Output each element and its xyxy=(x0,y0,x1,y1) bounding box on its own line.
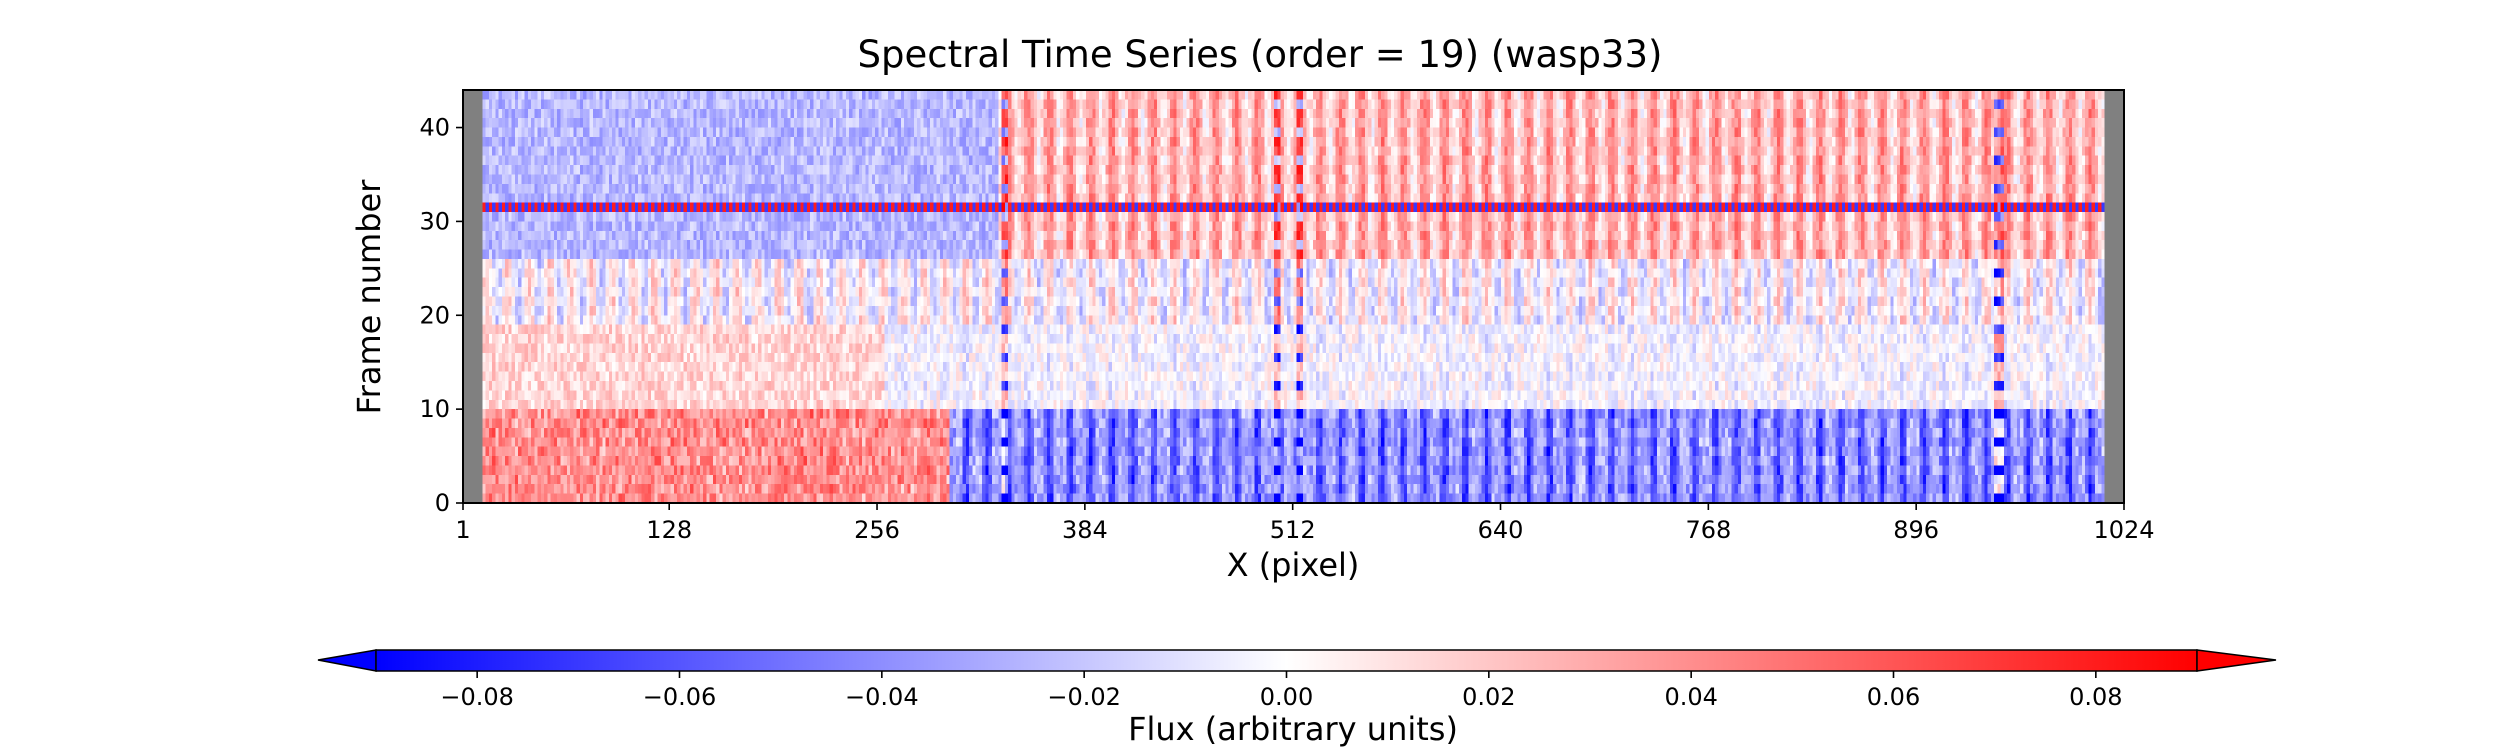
colorbar-tick-label: 0.04 xyxy=(1664,683,1717,711)
x-tick-label: 640 xyxy=(1478,516,1524,544)
colorbar-tick-label: 0.08 xyxy=(2069,683,2122,711)
colorbar-tick-label: −0.08 xyxy=(440,683,514,711)
x-tick-label: 256 xyxy=(854,516,900,544)
y-tick-label: 20 xyxy=(419,301,450,329)
plot-frame xyxy=(462,89,2125,504)
y-tick-label: 30 xyxy=(419,207,450,235)
plot-area xyxy=(462,89,2125,504)
heatmap-image xyxy=(463,90,2124,503)
colorbar-tick-label: −0.06 xyxy=(643,683,717,711)
x-tick-label: 1 xyxy=(455,516,470,544)
colorbar-extend-high xyxy=(2196,649,2277,672)
colorbar-tick-label: 0.02 xyxy=(1462,683,1515,711)
x-tick-label: 384 xyxy=(1062,516,1108,544)
y-axis-label: Frame number xyxy=(350,179,388,415)
colorbar-tick-label: 0.06 xyxy=(1867,683,1920,711)
x-axis-label: X (pixel) xyxy=(1227,546,1360,584)
colorbar-tick-label: −0.02 xyxy=(1047,683,1121,711)
x-tick-label: 1024 xyxy=(2093,516,2154,544)
y-tick-label: 40 xyxy=(419,114,450,142)
colorbar: −0.08 −0.06 −0.04 −0.02 0.00 0.02 0.04 0.06 0.08 xyxy=(317,649,2277,711)
x-tick-label: 128 xyxy=(646,516,692,544)
chart-title: Spectral Time Series (order = 19) (wasp3… xyxy=(858,33,1663,76)
colorbar-tick-label: 0.00 xyxy=(1260,683,1313,711)
y-axis: 0 10 20 30 40 xyxy=(419,114,463,517)
colorbar-tick-label: −0.04 xyxy=(845,683,919,711)
colorbar-gradient xyxy=(375,649,2198,672)
x-tick-label: 896 xyxy=(1893,516,1939,544)
x-tick-label: 512 xyxy=(1270,516,1316,544)
x-tick-label: 768 xyxy=(1685,516,1731,544)
colorbar-ticks: −0.08 −0.06 −0.04 −0.02 0.00 0.02 0.04 0.06 0.08 xyxy=(440,671,2123,711)
x-axis: 1 128 256 384 512 640 768 896 1024 xyxy=(455,503,2155,544)
heatmap-cells xyxy=(463,90,2124,503)
colorbar-label: Flux (arbitrary units) xyxy=(1128,710,1458,748)
y-tick-label: 10 xyxy=(419,395,450,423)
colorbar-extend-low xyxy=(317,649,377,672)
y-tick-label: 0 xyxy=(435,489,450,517)
